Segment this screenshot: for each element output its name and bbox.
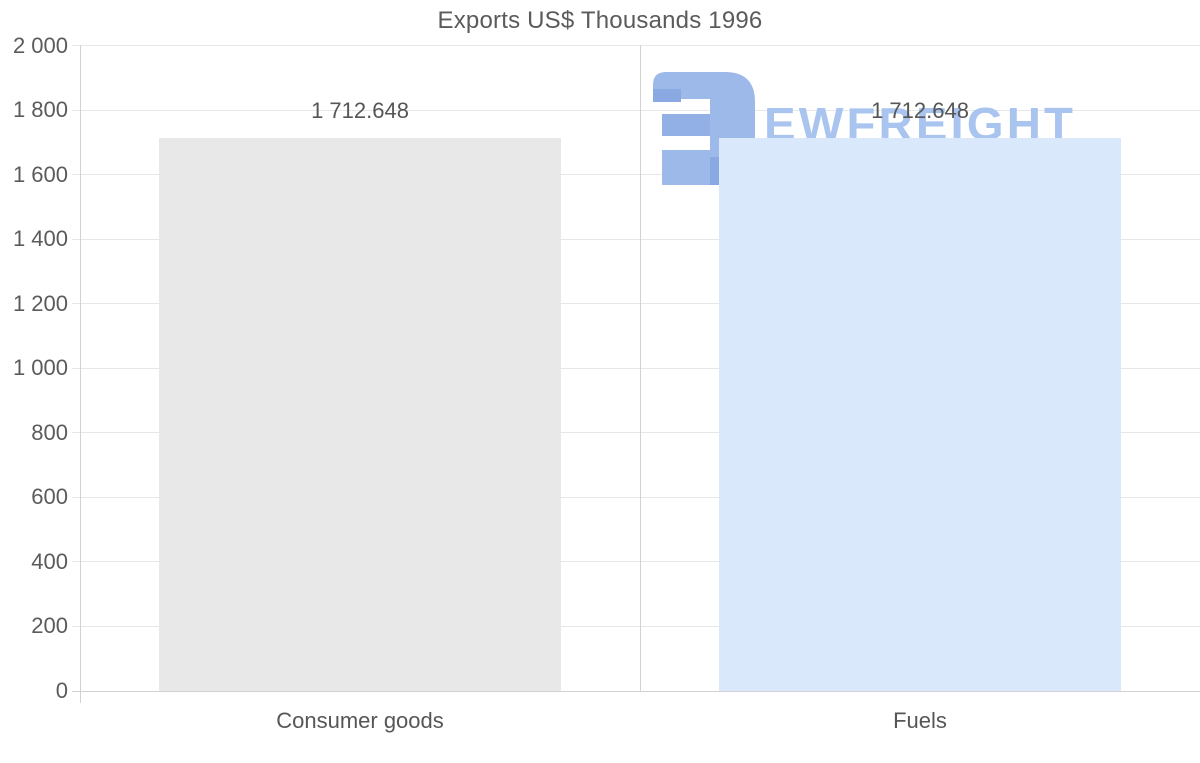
y-gridline: [72, 496, 1200, 498]
bar-value-label: 1 712.648: [871, 98, 969, 124]
y-gridline: [72, 109, 1200, 111]
y-gridline: [72, 625, 1200, 627]
y-tick-label: 2 000: [12, 32, 68, 58]
y-gridline: [72, 432, 1200, 434]
y-tick-label: 800: [31, 419, 68, 445]
y-tick-label: 600: [31, 484, 68, 510]
y-tick-label: 200: [31, 613, 68, 639]
bar-value-label: 1 712.648: [311, 98, 409, 124]
y-tick-label: 0: [55, 678, 68, 703]
y-tick-label: 1 000: [12, 355, 68, 381]
y-gridline: [72, 303, 1200, 305]
category-divider-gridline: [640, 45, 641, 691]
bar-consumer-goods[interactable]: [159, 138, 561, 691]
y-axis-line: [80, 45, 81, 703]
x-axis-line: [72, 691, 1200, 692]
bar-fuels[interactable]: [719, 138, 1121, 691]
y-gridline: [72, 45, 1200, 46]
y-tick-label: 1 400: [12, 226, 68, 252]
y-gridline: [72, 561, 1200, 563]
y-tick-label: 1 200: [12, 290, 68, 316]
ewfreight-logo-icon: [653, 72, 755, 185]
y-tick-label: 1 600: [12, 161, 68, 187]
y-gridline: [72, 367, 1200, 369]
y-tick-label: 1 800: [12, 97, 68, 123]
y-gridline: [72, 238, 1200, 240]
x-category-label: Fuels: [893, 708, 947, 733]
y-tick-label: 400: [31, 548, 68, 574]
x-category-label: Consumer goods: [276, 708, 444, 733]
y-gridline: [72, 174, 1200, 176]
chart-title: Exports US$ Thousands 1996: [437, 7, 763, 34]
